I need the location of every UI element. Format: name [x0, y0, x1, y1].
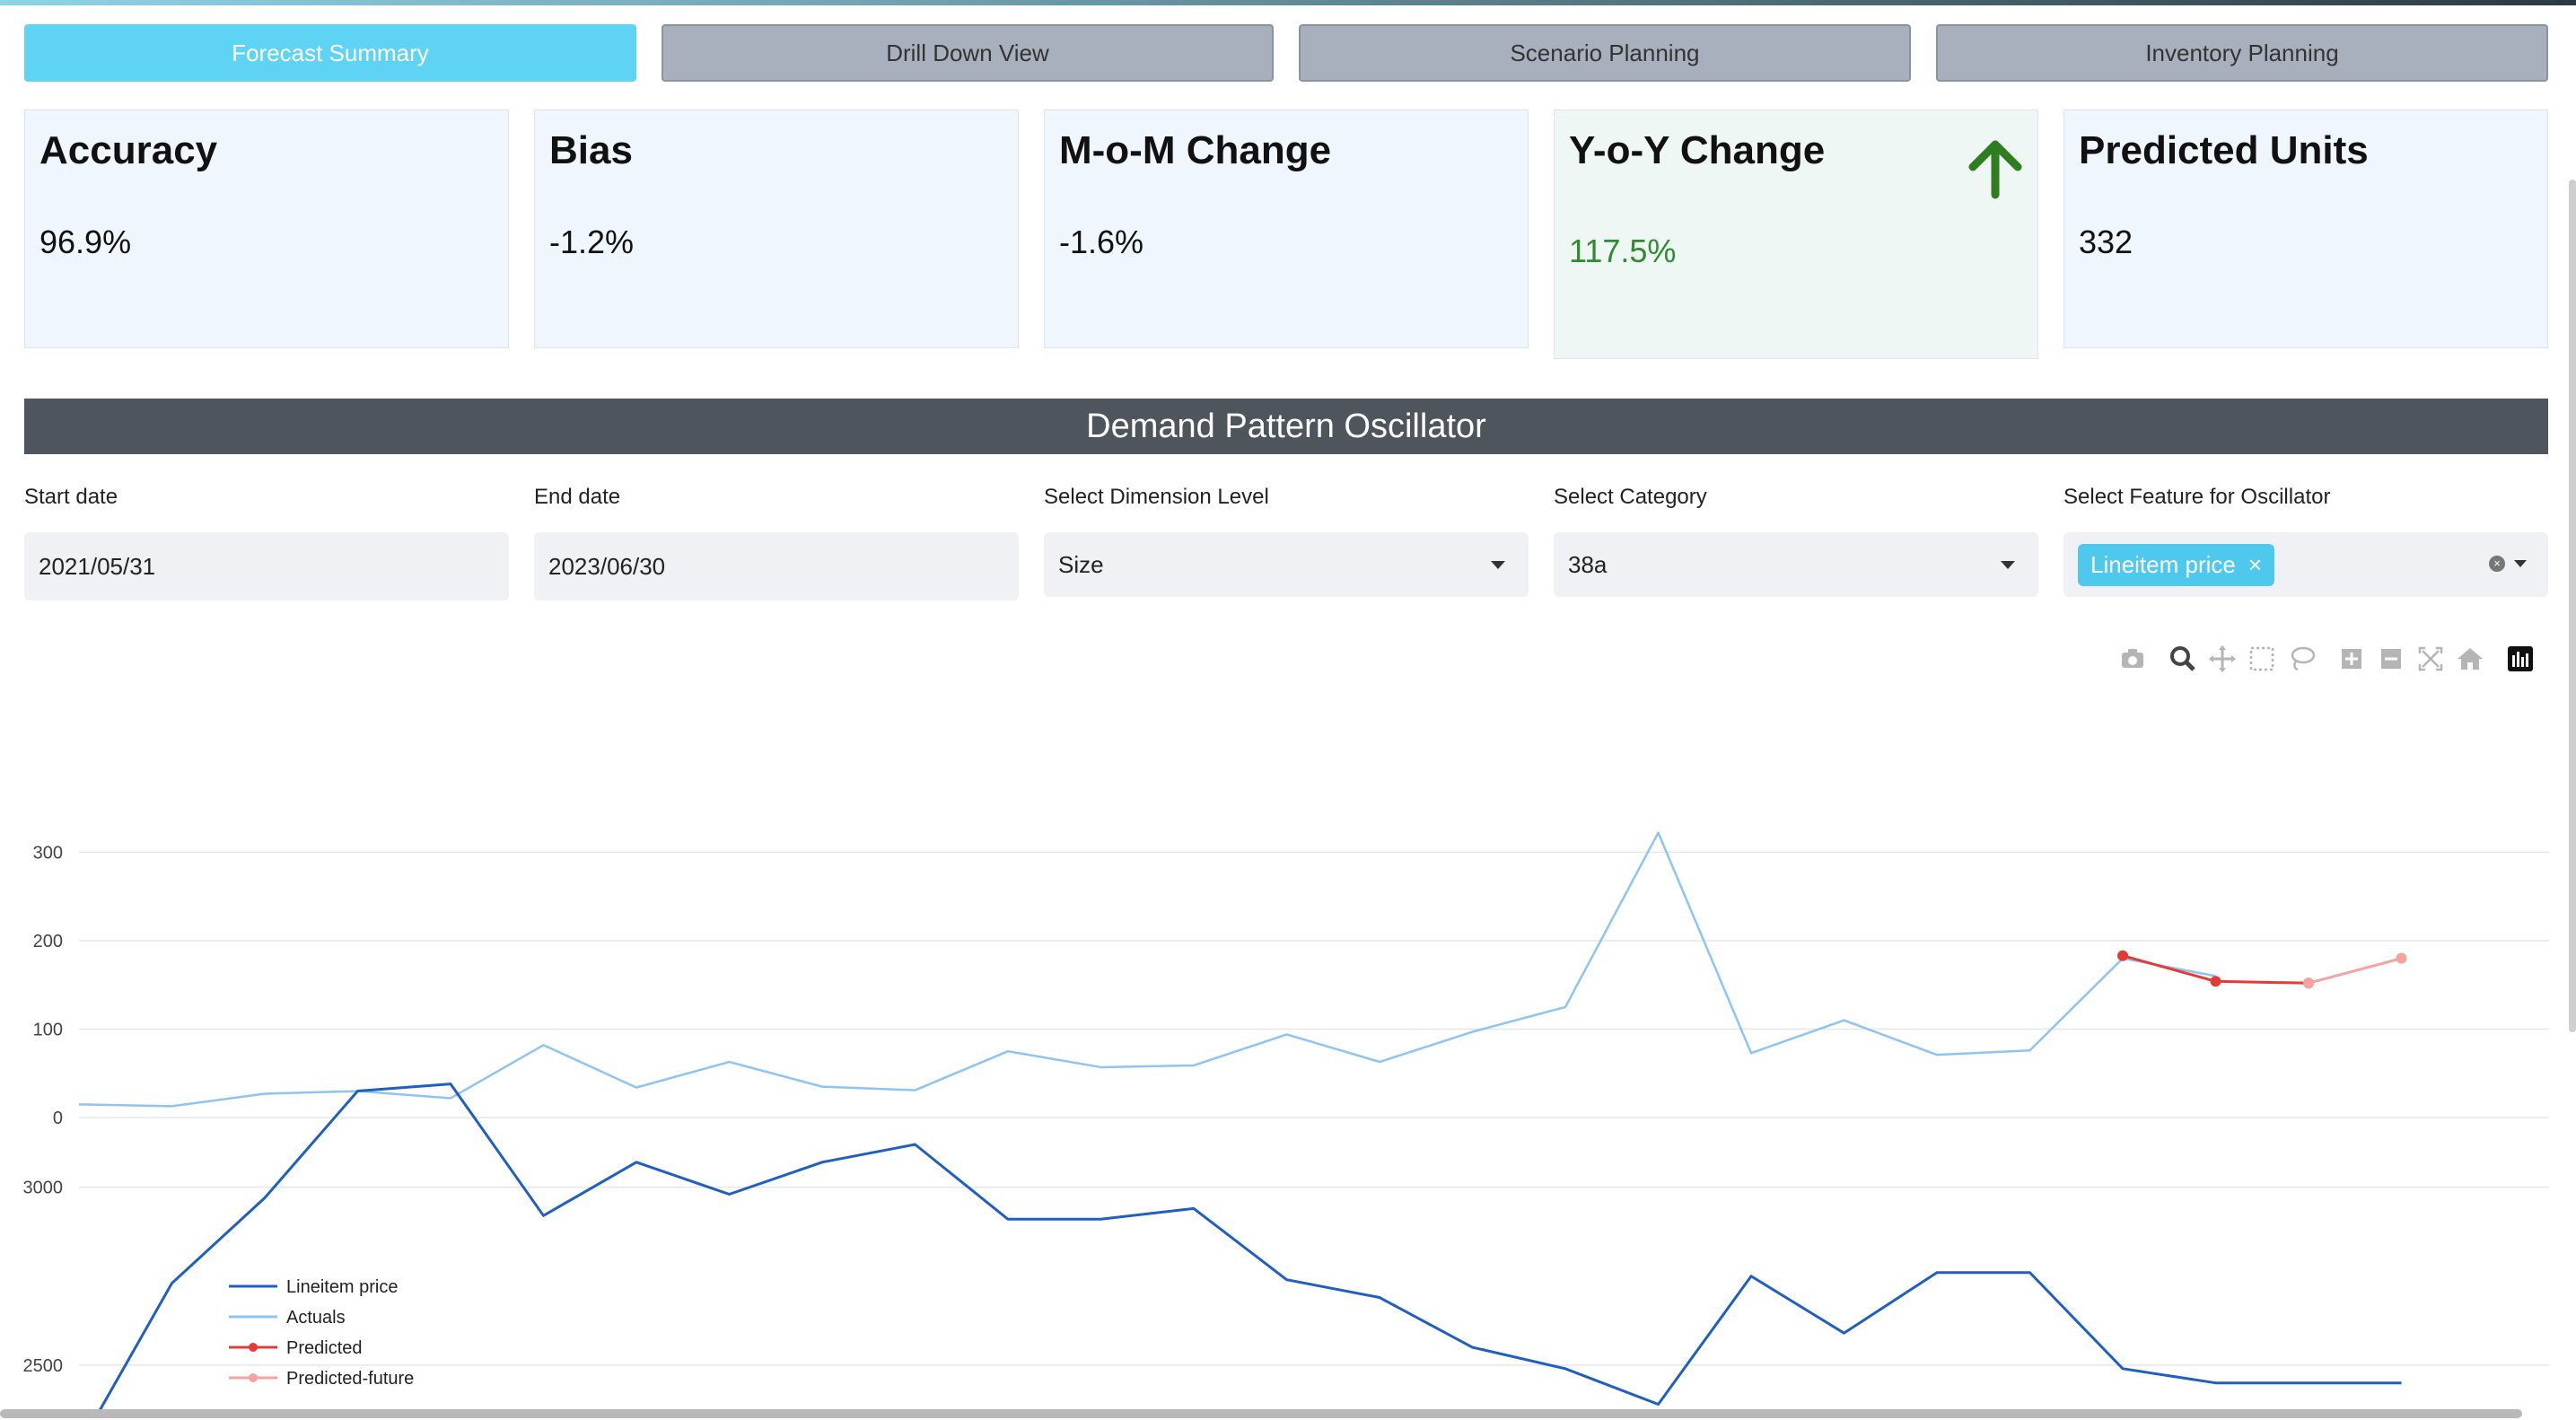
kpi-value: -1.6% — [1059, 224, 1144, 260]
dimension-level-label: Select Dimension Level — [1044, 485, 1269, 509]
kpi-card-mom-change: M-o-M Change -1.6% — [1044, 110, 1529, 348]
top-accent-bar — [0, 0, 2576, 5]
chevron-down-icon — [2514, 560, 2527, 567]
feature-chip[interactable]: Lineitem price × — [2078, 543, 2275, 586]
feature-label: Select Feature for Oscillator — [2063, 485, 2331, 509]
start-date-value: 2021/05/31 — [39, 552, 156, 580]
kpi-value: 96.9% — [39, 224, 132, 260]
series-line-predicted-future[interactable] — [2308, 957, 2402, 985]
zoom-in-icon[interactable] — [2335, 643, 2368, 675]
clear-all-icon[interactable]: × — [2489, 556, 2505, 572]
plotly-logo-icon[interactable] — [2504, 643, 2537, 675]
kpi-card-accuracy: Accuracy 96.9% — [24, 110, 509, 348]
section-header: Demand Pattern Oscillator — [24, 399, 2548, 454]
category-value: 38a — [1568, 550, 1608, 578]
y-tick-label: 0 — [53, 1109, 63, 1128]
series-line-lineitem-price[interactable] — [79, 1083, 2402, 1409]
data-point[interactable] — [2117, 950, 2128, 961]
legend-label[interactable]: Predicted — [286, 1338, 363, 1358]
zoom-icon[interactable] — [2167, 643, 2199, 675]
kpi-title: M-o-M Change — [1059, 128, 1332, 172]
y-tick-label: 200 — [33, 932, 63, 951]
tab-inventory-planning[interactable]: Inventory Planning — [1936, 24, 2548, 82]
tab-forecast-summary[interactable]: Forecast Summary — [24, 24, 636, 82]
horizontal-scrollbar[interactable] — [0, 1409, 2522, 1418]
camera-icon[interactable] — [2116, 643, 2149, 675]
dimension-level-select[interactable]: Size — [1044, 532, 1529, 597]
oscillator-chart[interactable]: 0 100 200 300 2500 3000 Lineitem price Actuals… — [0, 682, 2576, 1409]
autoscale-icon[interactable] — [2414, 643, 2447, 675]
kpi-value: -1.2% — [549, 224, 635, 260]
start-date-label: Start date — [24, 485, 118, 509]
kpi-card-yoy-change: Y-o-Y Change 117.5% — [1554, 110, 2038, 359]
kpi-title: Predicted Units — [2079, 128, 2369, 172]
category-select[interactable]: 38a — [1554, 532, 2038, 597]
kpi-value: 117.5% — [1569, 232, 1677, 269]
y-tick-label: 2500 — [23, 1356, 64, 1376]
zoom-out-icon[interactable] — [2375, 643, 2407, 675]
y-tick-label: 3000 — [23, 1179, 64, 1198]
start-date-input[interactable]: 2021/05/31 — [24, 532, 509, 600]
feature-chip-label: Lineitem price — [2090, 550, 2236, 578]
lasso-select-icon[interactable] — [2285, 643, 2318, 675]
end-date-value: 2023/06/30 — [548, 552, 666, 580]
kpi-card-bias: Bias -1.2% — [534, 110, 1019, 348]
tab-scenario-planning[interactable]: Scenario Planning — [1299, 24, 1911, 82]
data-point[interactable] — [2210, 976, 2221, 987]
kpi-title: Bias — [549, 128, 633, 172]
category-label: Select Category — [1554, 485, 1707, 509]
data-point[interactable] — [2396, 952, 2407, 964]
legend-label[interactable]: Lineitem price — [286, 1277, 399, 1297]
y-tick-label: 300 — [33, 843, 63, 863]
box-select-icon[interactable] — [2246, 643, 2278, 675]
legend-label[interactable]: Actuals — [286, 1308, 346, 1328]
y-tick-label: 100 — [33, 1021, 63, 1040]
vertical-scrollbar[interactable] — [2569, 180, 2576, 1032]
data-point[interactable] — [2303, 977, 2314, 989]
legend-marker — [249, 1343, 258, 1352]
kpi-title: Y-o-Y Change — [1569, 128, 1826, 172]
series-line-actuals[interactable] — [78, 831, 2216, 1108]
chevron-down-icon — [2001, 561, 2015, 569]
pan-icon[interactable] — [2206, 643, 2239, 675]
legend-marker — [249, 1373, 258, 1382]
kpi-value: 332 — [2079, 224, 2134, 260]
arrow-up-icon — [1968, 140, 2022, 199]
chevron-down-icon — [1491, 561, 1505, 569]
kpi-title: Accuracy — [39, 128, 218, 172]
end-date-label: End date — [534, 485, 621, 509]
dimension-level-value: Size — [1058, 550, 1104, 578]
tab-drill-down-view[interactable]: Drill Down View — [662, 24, 1274, 82]
feature-multiselect[interactable]: Lineitem price × × — [2063, 532, 2548, 597]
chip-remove-icon[interactable]: × — [2247, 550, 2263, 578]
end-date-input[interactable]: 2023/06/30 — [534, 532, 1019, 600]
reset-axes-icon[interactable] — [2454, 643, 2486, 675]
kpi-card-predicted-units: Predicted Units 332 — [2063, 110, 2548, 348]
legend-label[interactable]: Predicted-future — [286, 1369, 414, 1389]
